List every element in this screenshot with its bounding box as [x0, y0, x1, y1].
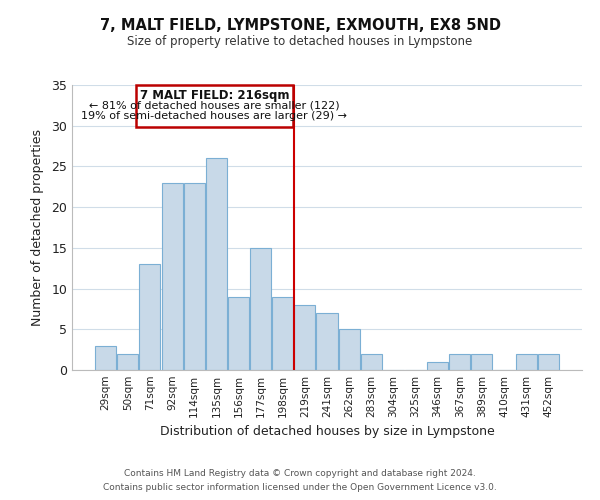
Text: 7, MALT FIELD, LYMPSTONE, EXMOUTH, EX8 5ND: 7, MALT FIELD, LYMPSTONE, EXMOUTH, EX8 5… — [100, 18, 500, 32]
Text: 19% of semi-detached houses are larger (29) →: 19% of semi-detached houses are larger (… — [82, 110, 347, 120]
X-axis label: Distribution of detached houses by size in Lympstone: Distribution of detached houses by size … — [160, 426, 494, 438]
Bar — [184, 182, 205, 370]
Text: Contains HM Land Registry data © Crown copyright and database right 2024.: Contains HM Land Registry data © Crown c… — [124, 468, 476, 477]
Bar — [250, 248, 271, 370]
Bar — [316, 313, 338, 370]
Bar — [272, 296, 293, 370]
Bar — [95, 346, 116, 370]
Y-axis label: Number of detached properties: Number of detached properties — [31, 129, 44, 326]
Bar — [338, 330, 359, 370]
Text: 7 MALT FIELD: 216sqm: 7 MALT FIELD: 216sqm — [140, 90, 289, 102]
Bar — [472, 354, 493, 370]
Bar — [295, 305, 316, 370]
Bar — [206, 158, 227, 370]
Bar — [427, 362, 448, 370]
Bar — [139, 264, 160, 370]
Bar — [515, 354, 536, 370]
Bar — [228, 296, 249, 370]
Bar — [449, 354, 470, 370]
Bar — [538, 354, 559, 370]
Text: Contains public sector information licensed under the Open Government Licence v3: Contains public sector information licen… — [103, 484, 497, 492]
Bar — [161, 182, 182, 370]
Text: ← 81% of detached houses are smaller (122): ← 81% of detached houses are smaller (12… — [89, 100, 340, 110]
Text: Size of property relative to detached houses in Lympstone: Size of property relative to detached ho… — [127, 35, 473, 48]
FancyBboxPatch shape — [136, 85, 293, 128]
Bar — [361, 354, 382, 370]
Bar — [118, 354, 139, 370]
